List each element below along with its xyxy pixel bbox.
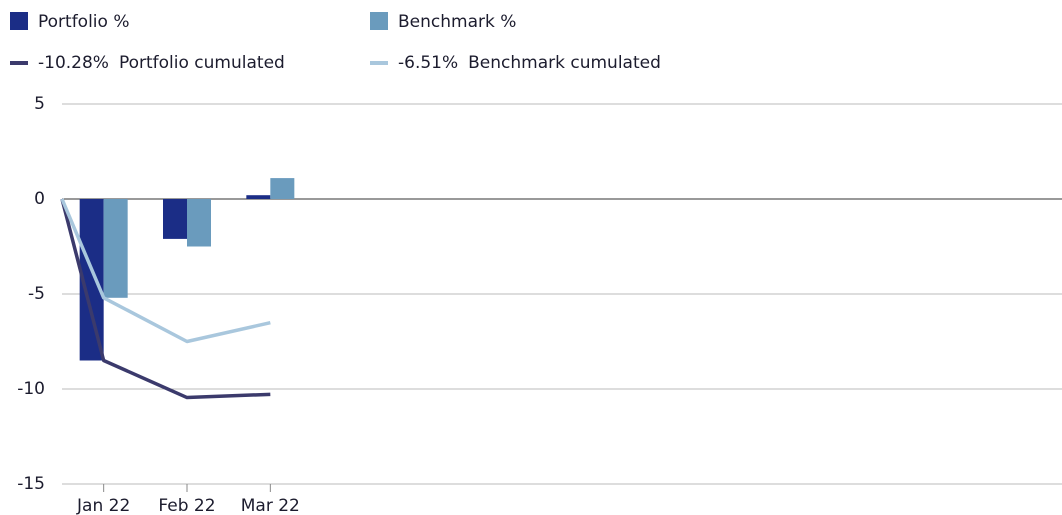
legend-value: -6.51% [398,53,458,73]
bar [246,195,271,199]
y-tick-label: -15 [17,474,45,494]
bar [163,199,187,239]
x-tick-label: Jan 22 [76,496,130,515]
legend-value: -10.28% [38,53,109,73]
legend-name: Benchmark cumulated [468,53,661,73]
bar [187,199,211,247]
x-tick-label: Mar 22 [241,496,300,515]
x-tick-label: Feb 22 [158,496,215,515]
y-tick-label: 0 [34,189,45,209]
cumulated-line [60,198,271,400]
y-tick-label: 5 [34,94,45,114]
legend-label: -6.51% Benchmark cumulated [398,53,661,73]
cumulated-line [60,198,271,344]
legend-swatch [10,12,28,30]
legend-label: Benchmark % [398,12,516,32]
legend-label: Portfolio % [38,12,130,32]
y-tick-label: -10 [17,379,45,399]
legend-name: Portfolio cumulated [119,53,285,73]
bar [103,199,128,298]
legend-label: -10.28% Portfolio cumulated [38,53,285,73]
legend-swatch [370,12,388,30]
y-tick-label: -5 [28,284,45,304]
bar [270,178,295,199]
